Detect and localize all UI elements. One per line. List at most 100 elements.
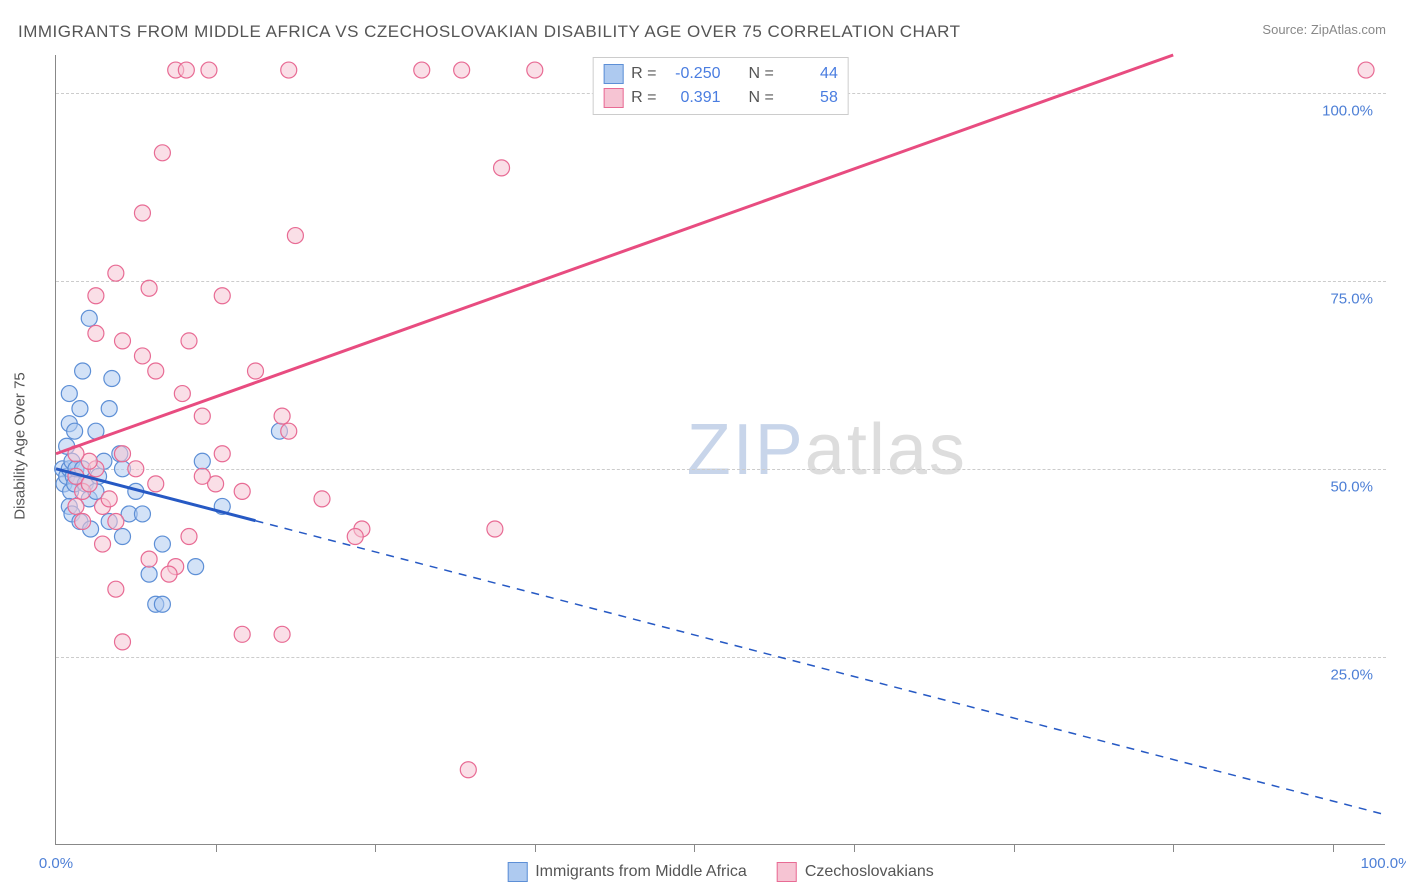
data-point-pink <box>108 265 124 281</box>
data-point-pink <box>234 626 250 642</box>
data-point-pink <box>181 333 197 349</box>
data-point-pink <box>1358 62 1374 78</box>
data-point-blue <box>75 363 91 379</box>
scatter-svg <box>56 55 1386 845</box>
data-point-pink <box>248 363 264 379</box>
stats-row-blue: R = -0.250 N = 44 <box>603 62 838 86</box>
legend-item-pink: Czechoslovakians <box>777 862 934 882</box>
y-axis-label: Disability Age Over 75 <box>12 372 29 520</box>
n-value-pink: 58 <box>782 89 838 107</box>
data-point-pink <box>128 461 144 477</box>
r-value-blue: -0.250 <box>665 65 721 83</box>
data-point-pink <box>234 483 250 499</box>
data-point-pink <box>115 446 131 462</box>
data-point-pink <box>108 513 124 529</box>
r-label: R = <box>631 65 656 83</box>
data-point-pink <box>201 62 217 78</box>
data-point-pink <box>194 408 210 424</box>
data-point-pink <box>487 521 503 537</box>
y-tick-label: 100.0% <box>1322 102 1373 119</box>
data-point-pink <box>178 62 194 78</box>
x-tick <box>1014 844 1015 852</box>
data-point-pink <box>347 529 363 545</box>
data-point-pink <box>141 280 157 296</box>
data-point-pink <box>174 386 190 402</box>
data-point-pink <box>527 62 543 78</box>
stats-row-pink: R = 0.391 N = 58 <box>603 86 838 110</box>
data-point-pink <box>161 566 177 582</box>
data-point-pink <box>274 626 290 642</box>
data-point-pink <box>148 363 164 379</box>
x-axis-label: 100.0% <box>1361 855 1406 872</box>
stats-legend: R = -0.250 N = 44 R = 0.391 N = 58 <box>592 57 849 115</box>
data-point-pink <box>134 205 150 221</box>
x-tick <box>694 844 695 852</box>
legend-item-blue: Immigrants from Middle Africa <box>507 862 747 882</box>
data-point-pink <box>274 408 290 424</box>
source-link[interactable]: ZipAtlas.com <box>1311 22 1386 37</box>
data-point-pink <box>287 228 303 244</box>
data-point-blue <box>154 596 170 612</box>
swatch-blue <box>603 64 623 84</box>
legend-label-blue: Immigrants from Middle Africa <box>535 863 747 881</box>
data-point-pink <box>281 423 297 439</box>
data-point-blue <box>61 386 77 402</box>
legend-swatch-blue <box>507 862 527 882</box>
trendline-dashed-blue <box>256 521 1387 815</box>
x-axis-label: 0.0% <box>39 855 73 872</box>
data-point-pink <box>414 62 430 78</box>
y-tick-label: 50.0% <box>1330 478 1373 495</box>
x-tick <box>1173 844 1174 852</box>
legend-label-pink: Czechoslovakians <box>805 863 934 881</box>
chart-title: IMMIGRANTS FROM MIDDLE AFRICA VS CZECHOS… <box>18 22 961 42</box>
data-point-pink <box>281 62 297 78</box>
chart-plot-area: ZIPatlas R = -0.250 N = 44 R = 0.391 N =… <box>55 55 1385 845</box>
data-point-blue <box>141 566 157 582</box>
x-tick <box>375 844 376 852</box>
n-value-blue: 44 <box>782 65 838 83</box>
data-point-pink <box>88 288 104 304</box>
x-tick <box>216 844 217 852</box>
data-point-blue <box>81 310 97 326</box>
data-point-pink <box>88 325 104 341</box>
data-point-pink <box>454 62 470 78</box>
data-point-pink <box>194 468 210 484</box>
n-label: N = <box>749 65 774 83</box>
source-label: Source: <box>1262 22 1307 37</box>
data-point-blue <box>72 401 88 417</box>
data-point-pink <box>115 333 131 349</box>
data-point-blue <box>188 559 204 575</box>
data-point-pink <box>101 491 117 507</box>
data-point-pink <box>181 529 197 545</box>
data-point-blue <box>194 453 210 469</box>
data-point-pink <box>134 348 150 364</box>
data-point-pink <box>68 498 84 514</box>
data-point-blue <box>104 371 120 387</box>
data-point-pink <box>214 288 230 304</box>
series-legend: Immigrants from Middle Africa Czechoslov… <box>507 862 934 882</box>
data-point-pink <box>494 160 510 176</box>
x-tick <box>854 844 855 852</box>
r-label: R = <box>631 89 656 107</box>
data-point-blue <box>134 506 150 522</box>
data-point-pink <box>148 476 164 492</box>
legend-swatch-pink <box>777 862 797 882</box>
data-point-pink <box>314 491 330 507</box>
y-tick-label: 75.0% <box>1330 290 1373 307</box>
data-point-blue <box>154 536 170 552</box>
data-point-pink <box>214 446 230 462</box>
data-point-pink <box>108 581 124 597</box>
data-point-pink <box>154 145 170 161</box>
swatch-pink <box>603 88 623 108</box>
x-tick <box>535 844 536 852</box>
data-point-pink <box>141 551 157 567</box>
data-point-blue <box>115 529 131 545</box>
data-point-blue <box>101 401 117 417</box>
data-point-pink <box>460 762 476 778</box>
data-point-pink <box>75 513 91 529</box>
data-point-pink <box>115 634 131 650</box>
y-tick-label: 25.0% <box>1330 666 1373 683</box>
source-attribution: Source: ZipAtlas.com <box>1262 22 1386 37</box>
data-point-pink <box>95 536 111 552</box>
r-value-pink: 0.391 <box>665 89 721 107</box>
